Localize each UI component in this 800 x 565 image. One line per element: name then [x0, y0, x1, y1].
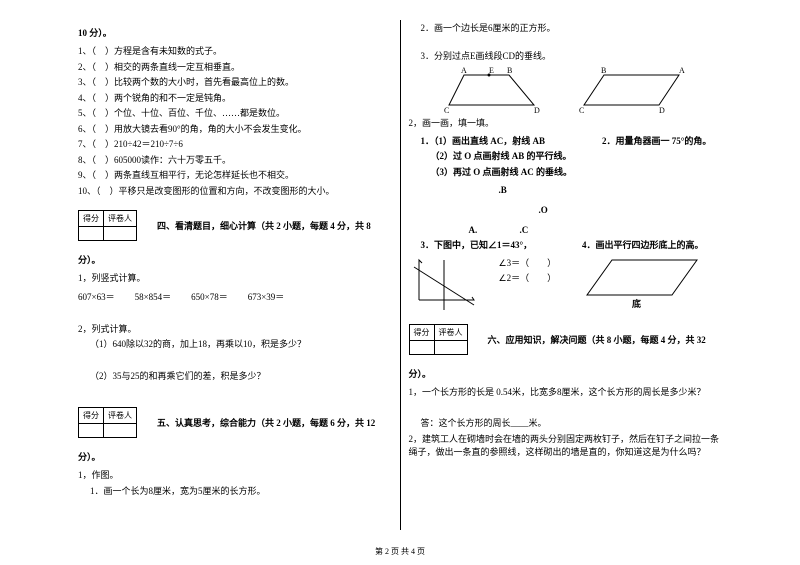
label-A: A: [679, 66, 685, 75]
section4-title: 四、看清题目，细心计算（共 2 小题，每题 4 分，共 8: [157, 219, 371, 232]
section4-tail: 分）。: [78, 253, 392, 266]
calc2-label: 2，列式计算。: [78, 323, 392, 337]
draw-label: 1，作图。: [78, 469, 392, 483]
app1: 1，一个长方形的长是 0.54米，比宽多8厘米，这个长方形的周长是多少米？: [409, 386, 723, 400]
r3-item: 1．（1）画出直线 AC，射线 AB: [409, 135, 603, 149]
score-label: 得分: [79, 408, 104, 424]
calc-item: 673×39＝: [248, 290, 285, 303]
score-label: 得分: [409, 324, 434, 340]
q3-line: ∠2＝（ ）: [479, 272, 557, 286]
r3-item: （2）过 O 点画射线 AB 的平行线。: [409, 150, 603, 164]
judge-item: 5、（ ）个位、十位、百位、千位、……都是数位。: [78, 107, 392, 121]
q4-title: 4．画出平行四边形底上的高。: [582, 239, 722, 253]
r1: 2．画一个边长是6厘米的正方形。: [409, 22, 723, 36]
calc1-label: 1，列竖式计算。: [78, 272, 392, 286]
calc2-item: （1）640除以32的商，加上18，再乘以10，积是多少？: [78, 338, 392, 352]
calc1-row: 607×63＝ 58×854＝ 650×78＝ 673×39＝: [78, 290, 392, 303]
label-D: D: [659, 106, 665, 115]
r3: 2，画一画，填一填。: [409, 117, 723, 131]
q3-title: 3．下图中，已知∠1＝43°，: [409, 239, 573, 253]
label-C: C: [579, 106, 584, 115]
calc-item: 650×78＝: [191, 290, 228, 303]
label-A: A: [461, 66, 467, 75]
draw-item: 1．画一个长为8厘米，宽为5厘米的长方形。: [78, 485, 392, 499]
section5-tail: 分）。: [78, 450, 392, 463]
judge-item: 10、（ ）平移只是改变图形的位置和方向，不改变图形的大小。: [78, 185, 392, 199]
trapezoid-svg: A E B C D: [439, 65, 549, 115]
label-B: B: [601, 66, 606, 75]
judge-item: 7、（ ）210÷42＝210÷7÷6: [78, 138, 392, 152]
section5-title: 五、认真思考，综合能力（共 2 小题，每题 6 分，共 12: [157, 416, 375, 429]
page-footer: 第 2 页 共 4 页: [0, 546, 800, 557]
grader-label: 评卷人: [104, 408, 137, 424]
score-table: 得分评卷人: [409, 324, 468, 355]
section6-title: 六、应用知识，解决问题（共 8 小题，每题 4 分，共 32: [488, 333, 706, 346]
q3-line: ∠3＝（ ）: [479, 257, 557, 271]
app1-ans: 答：这个长方形的周长____米。: [409, 417, 723, 431]
r3-item: （3）再过 O 点画射线 AC 的垂线。: [409, 166, 603, 180]
left-column: 10 分）。 1、（ ）方程是含有未知数的式子。 2、（ ）相交的两条直线一定互…: [70, 20, 401, 530]
judge-list: 1、（ ）方程是含有未知数的式子。 2、（ ）相交的两条直线一定互相垂直。 3、…: [78, 45, 392, 198]
r2: 3．分别过点E画线段CD的垂线。: [409, 50, 723, 64]
label-E: E: [489, 66, 494, 75]
label-C: C: [444, 106, 449, 115]
parallelogram2-svg: 底: [582, 255, 702, 310]
label-C-point: .C: [480, 225, 529, 235]
judge-item: 3、（ ）比较两个数的大小时，首先看最高位上的数。: [78, 76, 392, 90]
calc-item: 607×63＝: [78, 290, 115, 303]
judge-item: 2、（ ）相交的两条直线一定互相垂直。: [78, 61, 392, 75]
judge-item: 1、（ ）方程是含有未知数的式子。: [78, 45, 392, 59]
section6-tail: 分）。: [409, 367, 723, 380]
shapes-row: A E B C D A B C D: [409, 65, 723, 115]
judge-item: 6、（ ）用放大镜去看90°的角，角的大小不会发生变化。: [78, 123, 392, 137]
label-B: B: [507, 66, 512, 75]
grader-label: 评卷人: [104, 211, 137, 227]
header-10: 10 分）。: [78, 26, 392, 39]
grader-label: 评卷人: [434, 324, 467, 340]
score-table: 得分评卷人: [78, 407, 137, 438]
judge-item: 4、（ ）两个锐角的和不一定是钝角。: [78, 92, 392, 106]
judge-item: 8、（ ）605000读作：六十万零五千。: [78, 154, 392, 168]
label-A-point: A.: [409, 225, 478, 235]
parallelogram-svg: A B C D: [579, 65, 689, 115]
r3-right: 2．用量角器画一 75°的角。: [602, 135, 722, 180]
label-D: D: [534, 106, 540, 115]
base-label: 底: [632, 298, 641, 309]
angle-svg: [409, 255, 479, 310]
right-column: 2．画一个边长是6厘米的正方形。 3．分别过点E画线段CD的垂线。 A E B …: [401, 20, 731, 530]
label-B-point: .B: [409, 185, 723, 195]
judge-item: 9、（ ）两条直线互相平行，无论怎样延长也不相交。: [78, 169, 392, 183]
label-O-point: .O: [409, 205, 723, 215]
calc-item: 58×854＝: [135, 290, 172, 303]
score-label: 得分: [79, 211, 104, 227]
calc2-item: （2）35与25的和再乘它们的差，积是多少？: [78, 370, 392, 384]
app2: 2，建筑工人在砌墙时会在墙的两头分别固定两枚钉子，然后在钉子之间拉一条绳子，做出…: [409, 433, 723, 460]
score-table: 得分评卷人: [78, 210, 137, 241]
